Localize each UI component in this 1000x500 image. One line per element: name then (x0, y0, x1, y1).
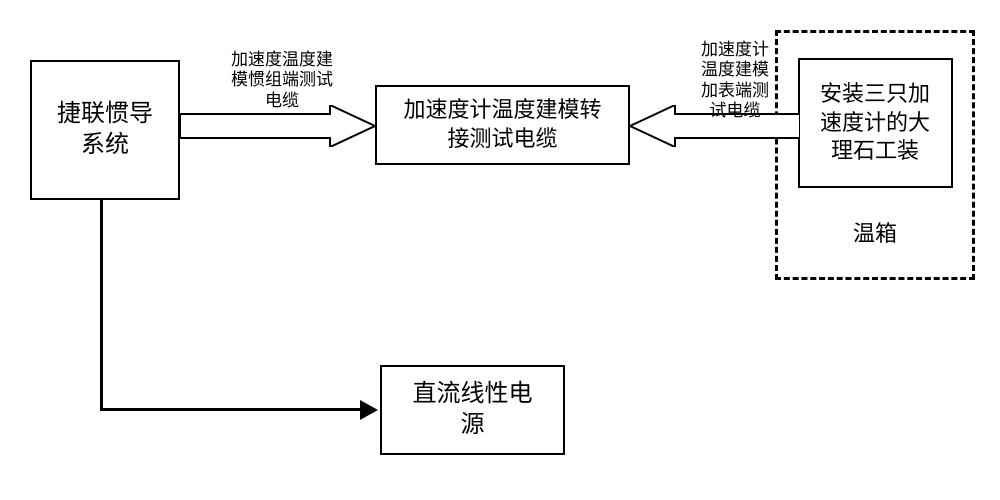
arrow-sins-to-adapter (180, 105, 375, 147)
edge-label-sins-to-adapter: 加速度温度建 模惯组端测试 电缆 (202, 50, 362, 111)
node-sins: 捷联惯导 系统 (30, 60, 180, 200)
arrow-sins-to-power-head (360, 400, 378, 420)
node-marble-fixture: 安装三只加 速度计的大 理石工装 (798, 58, 953, 188)
node-dc-power-label: 直流线性电 源 (413, 379, 533, 441)
node-adapter-cable-label: 加速度计温度建模转 接测试电缆 (403, 96, 601, 153)
node-chamber: 安装三只加 速度计的大 理石工装 温箱 (775, 30, 975, 280)
node-chamber-label: 温箱 (853, 216, 897, 248)
node-marble-fixture-label: 安装三只加 速度计的大 理石工装 (820, 80, 930, 166)
arrow-sins-to-power-h (100, 408, 362, 411)
node-dc-power: 直流线性电 源 (380, 365, 565, 455)
edge-label-fixture-to-adapter: 加速度计 温度建模 加表端测 试电缆 (690, 40, 780, 122)
node-sins-label: 捷联惯导 系统 (57, 99, 153, 161)
node-adapter-cable: 加速度计温度建模转 接测试电缆 (375, 85, 630, 165)
arrow-sins-to-power-v (100, 200, 103, 410)
